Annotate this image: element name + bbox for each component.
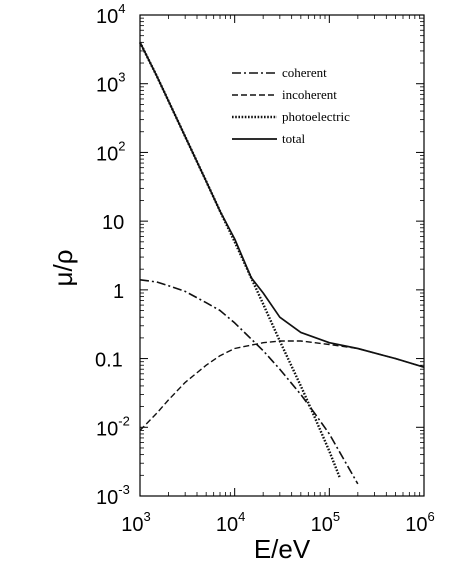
y-tick-label: 0.1 <box>95 350 123 372</box>
y-tick-base: 0.1 <box>95 350 123 372</box>
series-coherent <box>139 279 359 485</box>
y-tick-label: 102 <box>96 138 125 165</box>
data-curves <box>138 41 425 485</box>
y-tick-label: 10 <box>102 212 124 234</box>
x-tick-exponent: 4 <box>238 509 245 524</box>
x-tick-exponent: 5 <box>333 509 340 524</box>
x-tick-label: 106 <box>405 509 434 536</box>
legend-label-photoelectric: photoelectric <box>282 109 350 124</box>
y-tick-exponent: 2 <box>118 138 125 153</box>
legend-label-coherent: coherent <box>282 65 327 80</box>
x-tick-base: 10 <box>405 514 427 536</box>
x-tick-base: 10 <box>311 514 333 536</box>
x-tick-base: 10 <box>121 514 143 536</box>
y-tick-label: 10-2 <box>96 413 130 440</box>
x-tick-exponent: 3 <box>144 509 151 524</box>
legend-label-incoherent: incoherent <box>282 87 337 102</box>
series-total <box>139 41 425 369</box>
y-tick-exponent: -3 <box>118 482 130 497</box>
y-tick-exponent: 3 <box>118 70 125 85</box>
y-tick-exponent: 4 <box>118 1 125 16</box>
y-tick-base: 10 <box>96 418 118 440</box>
y-tick-label: 1 <box>113 281 124 303</box>
y-tick-label: 103 <box>96 70 125 97</box>
x-tick-label: 105 <box>311 509 340 536</box>
legend: coherent incoherent photoelectric total <box>232 65 350 146</box>
y-tick-base: 10 <box>102 212 124 234</box>
y-tick-base: 10 <box>96 6 118 28</box>
x-tick-label: 104 <box>216 509 245 536</box>
x-tick-exponent: 6 <box>428 509 435 524</box>
x-tick-label: 103 <box>121 509 150 536</box>
y-tick-label: 104 <box>96 1 125 28</box>
y-tick-exponent: -2 <box>118 413 130 428</box>
x-axis-ticks: 103 104 105 106 <box>121 15 435 536</box>
x-tick-base: 10 <box>216 514 238 536</box>
y-tick-base: 10 <box>96 75 118 97</box>
y-tick-base: 10 <box>96 487 118 509</box>
y-axis-label: μ/ρ <box>48 250 78 287</box>
x-axis-label: E/eV <box>254 534 311 564</box>
plot-frame <box>139 14 425 497</box>
legend-label-total: total <box>282 131 305 146</box>
series-photoelectric <box>138 41 342 479</box>
y-tick-label: 10-3 <box>96 482 130 509</box>
y-tick-base: 10 <box>96 143 118 165</box>
y-tick-base: 1 <box>113 281 124 303</box>
